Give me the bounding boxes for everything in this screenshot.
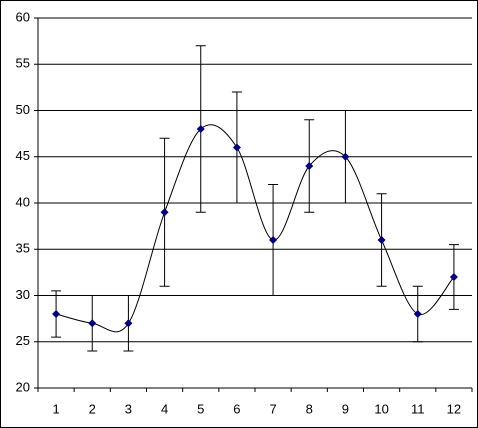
y-tick-label: 60 [16,9,30,24]
marker [341,152,350,161]
marker [269,236,278,244]
y-tick-label: 55 [16,56,30,71]
x-tick-label: 8 [306,401,313,416]
y-tick-label: 25 [16,333,30,348]
x-tick-label: 1 [52,401,59,416]
x-tick-label: 12 [447,401,461,416]
x-tick-label: 11 [411,401,425,416]
marker [88,319,97,328]
x-tick-label: 9 [342,401,349,416]
marker [449,273,458,281]
x-tick-label: 5 [197,401,204,416]
marker [305,162,314,170]
x-tick-label: 7 [269,401,276,416]
marker [232,143,241,152]
x-tick-label: 2 [89,401,96,416]
y-tick-label: 20 [16,379,30,394]
marker [52,310,61,318]
marker [196,125,205,133]
x-tick-label: 6 [233,401,240,416]
y-tick-label: 30 [16,287,30,302]
x-tick-label: 3 [125,401,132,416]
marker [377,236,386,244]
marker [160,208,169,217]
y-tick-label: 50 [16,102,30,117]
y-tick-label: 45 [16,148,30,163]
x-tick-label: 4 [161,401,168,416]
marker [413,310,422,318]
y-tick-label: 35 [16,241,30,256]
x-tick-label: 10 [374,401,388,416]
marker [124,319,133,328]
y-tick-label: 40 [16,194,30,209]
